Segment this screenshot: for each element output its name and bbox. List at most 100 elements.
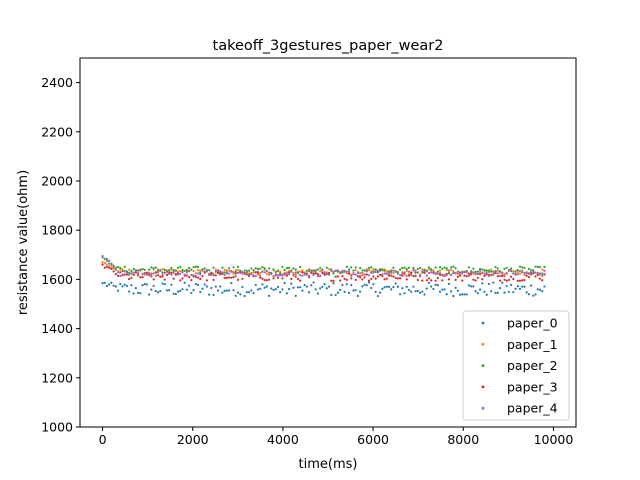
scatter-point-paper_4 — [507, 269, 511, 272]
scatter-point-paper_1 — [518, 272, 522, 275]
scatter-point-paper_4 — [101, 254, 104, 258]
scatter-point-paper_4 — [430, 271, 433, 274]
x-axis-label: time(ms) — [299, 457, 358, 472]
scatter-point-paper_4 — [150, 272, 153, 275]
scatter-point-paper_0 — [350, 283, 353, 287]
scatter-point-paper_4 — [399, 273, 402, 277]
scatter-point-paper_0 — [250, 289, 253, 292]
scatter-point-paper_3 — [230, 276, 233, 279]
scatter-point-paper_3 — [538, 277, 542, 280]
scatter-point-paper_2 — [236, 265, 240, 268]
scatter-point-paper_0 — [199, 290, 202, 293]
plot-frame — [79, 57, 577, 428]
scatter-point-paper_0 — [132, 292, 135, 295]
scatter-point-paper_2 — [392, 266, 395, 269]
scatter-point-paper_3 — [383, 278, 386, 281]
scatter-point-paper_3 — [132, 273, 135, 276]
scatter-point-paper_1 — [179, 270, 182, 273]
scatter-point-paper_3 — [301, 271, 304, 274]
scatter-point-paper_3 — [141, 275, 144, 279]
scatter-point-paper_3 — [414, 274, 417, 277]
scatter-point-paper_0 — [312, 281, 315, 284]
scatter-point-paper_3 — [128, 277, 131, 281]
scatter-point-paper_2 — [332, 272, 335, 275]
scatter-point-paper_4 — [159, 269, 162, 272]
scatter-point-paper_2 — [199, 271, 202, 274]
scatter-point-paper_3 — [216, 271, 220, 274]
scatter-point-paper_4 — [305, 272, 308, 275]
scatter-point-paper_3 — [332, 279, 335, 282]
scatter-point-paper_0 — [248, 291, 251, 294]
scatter-point-paper_2 — [416, 267, 419, 271]
scatter-point-paper_0 — [501, 281, 504, 284]
scatter-point-paper_0 — [214, 285, 217, 288]
scatter-point-paper_3 — [294, 275, 297, 278]
scatter-point-paper_3 — [150, 275, 153, 278]
scatter-point-paper_3 — [478, 272, 482, 275]
scatter-point-paper_4 — [170, 273, 173, 276]
scatter-point-paper_4 — [236, 271, 240, 274]
scatter-point-paper_0 — [538, 288, 542, 291]
scatter-point-paper_4 — [105, 259, 109, 263]
scatter-point-paper_2 — [514, 270, 517, 273]
scatter-point-paper_0 — [203, 283, 206, 286]
scatter-point-paper_0 — [252, 292, 255, 295]
scatter-point-paper_2 — [312, 269, 315, 273]
scatter-point-paper_4 — [259, 274, 262, 277]
scatter-point-paper_4 — [179, 272, 182, 276]
scatter-point-paper_3 — [299, 279, 302, 282]
scatter-point-paper_1 — [490, 268, 493, 271]
scatter-point-paper_3 — [427, 277, 431, 280]
scatter-point-paper_0 — [210, 286, 213, 290]
scatter-point-paper_3 — [152, 278, 155, 281]
scatter-point-paper_0 — [414, 290, 417, 293]
scatter-point-paper_1 — [128, 268, 131, 271]
scatter-point-paper_4 — [103, 258, 106, 261]
scatter-point-paper_2 — [487, 269, 491, 272]
scatter-point-paper_4 — [454, 272, 457, 275]
scatter-point-paper_4 — [494, 270, 497, 273]
scatter-point-paper_4 — [267, 271, 271, 274]
scatter-point-paper_0 — [156, 291, 160, 294]
scatter-point-paper_2 — [150, 266, 153, 269]
scatter-point-paper_4 — [303, 273, 306, 276]
scatter-point-paper_1 — [372, 268, 375, 271]
scatter-point-paper_0 — [205, 285, 209, 288]
scatter-point-paper_4 — [534, 271, 537, 274]
scatter-point-paper_4 — [239, 270, 242, 273]
scatter-point-paper_0 — [174, 292, 177, 296]
scatter-point-paper_1 — [110, 266, 113, 269]
scatter-point-paper_0 — [458, 293, 462, 296]
scatter-point-paper_2 — [403, 266, 406, 269]
scatter-point-paper_4 — [285, 272, 288, 275]
scatter-point-paper_3 — [321, 271, 324, 275]
scatter-point-paper_1 — [279, 270, 282, 273]
scatter-point-paper_3 — [159, 275, 162, 278]
scatter-point-paper_0 — [450, 290, 453, 293]
scatter-point-paper_2 — [490, 270, 493, 273]
scatter-point-paper_2 — [228, 267, 231, 270]
scatter-point-paper_4 — [425, 274, 428, 277]
scatter-point-paper_3 — [507, 278, 511, 282]
scatter-point-paper_2 — [354, 266, 357, 269]
scatter-point-paper_3 — [361, 278, 364, 281]
scatter-point-paper_3 — [372, 275, 375, 278]
scatter-point-paper_4 — [370, 271, 373, 274]
scatter-point-paper_1 — [161, 268, 164, 271]
scatter-point-paper_0 — [279, 291, 282, 294]
scatter-point-paper_0 — [494, 291, 497, 295]
x-tick-label: 10000 — [534, 432, 574, 447]
scatter-point-paper_4 — [385, 272, 388, 276]
scatter-point-paper_1 — [265, 272, 268, 275]
scatter-point-paper_4 — [503, 275, 506, 278]
scatter-point-paper_0 — [359, 290, 362, 293]
scatter-point-paper_2 — [452, 265, 455, 268]
scatter-point-paper_0 — [467, 284, 471, 287]
scatter-point-paper_3 — [416, 278, 419, 282]
scatter-point-paper_4 — [365, 269, 368, 272]
scatter-point-paper_3 — [188, 276, 191, 279]
scatter-point-paper_3 — [287, 271, 291, 274]
scatter-point-paper_4 — [472, 271, 475, 274]
scatter-point-paper_0 — [370, 286, 373, 290]
scatter-point-paper_2 — [447, 272, 451, 275]
